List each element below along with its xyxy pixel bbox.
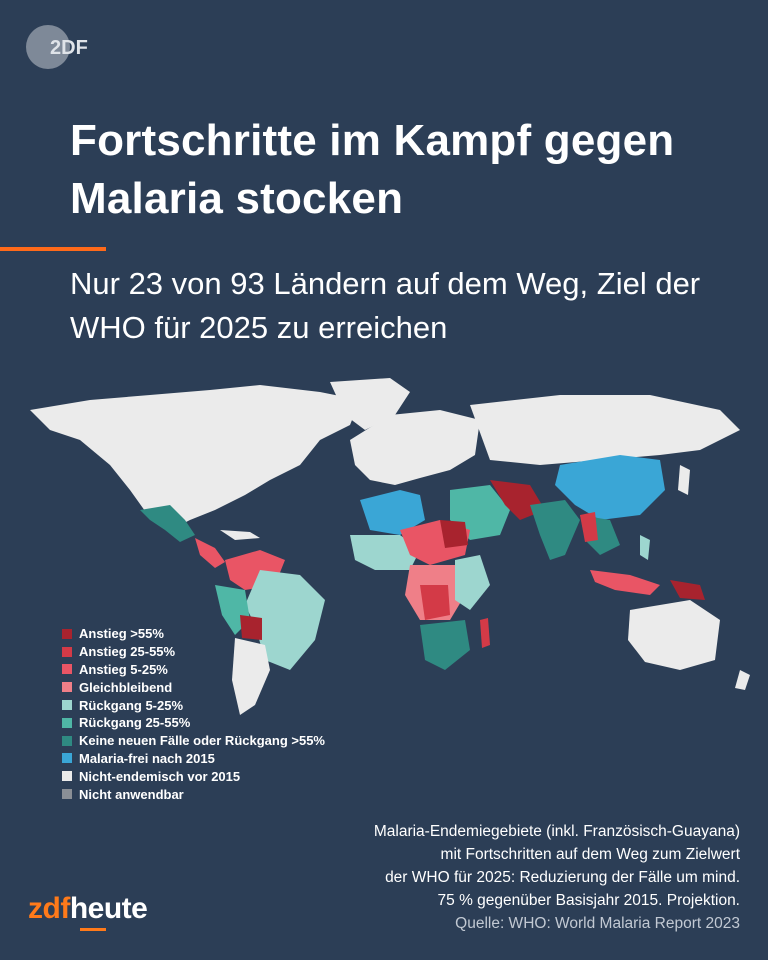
indonesia (590, 570, 660, 595)
legend-swatch (62, 717, 72, 728)
legend-label: Rückgang 25-55% (79, 715, 191, 731)
mexico (140, 505, 195, 542)
india (530, 500, 580, 560)
world-map (30, 378, 750, 715)
sa-bolivia (240, 615, 262, 640)
legend-swatch (62, 735, 72, 746)
legend-swatch (62, 753, 72, 764)
note-line: 75 % gegenüber Basisjahr 2015. Projektio… (437, 892, 740, 909)
note-line: mit Fortschritten auf dem Weg zum Zielwe… (440, 846, 740, 863)
africa-south (420, 620, 470, 670)
drc (420, 585, 450, 620)
iran-pakistan (490, 480, 545, 520)
myanmar (580, 512, 598, 542)
legend-swatch (62, 628, 72, 639)
legend-label: Gleichbleibend (79, 679, 173, 695)
papua (670, 580, 705, 600)
legend-item: Anstieg 5-25% (62, 661, 382, 679)
north-america (30, 385, 360, 530)
sudan (440, 520, 468, 548)
legend-label: Malaria-frei nach 2015 (79, 750, 215, 766)
legend-label: Anstieg 25-55% (79, 644, 176, 660)
legend-item: Nicht anwendbar (62, 785, 382, 803)
legend-swatch (62, 789, 72, 800)
source-text: Quelle: WHO: World Malaria Report 2023 (455, 915, 740, 932)
map-legend: Anstieg >55% Anstieg 25-55% Anstieg 5-25… (62, 625, 382, 803)
legend-swatch (62, 682, 72, 693)
legend-label: Nicht-endemisch vor 2015 (79, 768, 241, 784)
legend-item: Malaria-frei nach 2015 (62, 750, 382, 768)
australia (628, 600, 720, 670)
caribbean (220, 530, 260, 540)
page-title: Fortschritte im Kampf gegen Malaria stoc… (70, 116, 675, 223)
legend-label: Nicht anwendbar (79, 786, 184, 802)
legend-label: Anstieg >55% (79, 626, 164, 642)
madagascar (480, 618, 490, 648)
methodology-note: Malaria-Endemiegebiete (inkl. Französisc… (270, 820, 740, 935)
africa-north (360, 490, 425, 535)
legend-item: Anstieg >55% (62, 625, 382, 643)
africa-east (455, 555, 490, 610)
logo-heute: heute (70, 892, 148, 931)
russia (470, 395, 740, 465)
legend-item: Nicht-endemisch vor 2015 (62, 767, 382, 785)
zdf-badge-logo: 2DF (26, 25, 88, 69)
philippines (640, 535, 650, 560)
legend-item: Rückgang 5-25% (62, 696, 382, 714)
logo-zdf: zdf (28, 892, 70, 925)
sa-south (232, 638, 270, 715)
legend-label: Keine neuen Fälle oder Rückgang >55% (79, 733, 325, 749)
africa-west (350, 535, 420, 570)
legend-swatch (62, 771, 72, 782)
legend-swatch (62, 700, 72, 711)
legend-item: Anstieg 25-55% (62, 643, 382, 661)
note-line: Malaria-Endemiegebiete (inkl. Französisc… (373, 823, 740, 840)
note-line: der WHO für 2025: Reduzierung der Fälle … (385, 869, 740, 886)
legend-label: Rückgang 5-25% (79, 697, 184, 713)
accent-divider (0, 247, 106, 251)
badge-text: 2DF (50, 37, 88, 59)
central-america (195, 538, 225, 568)
legend-swatch (62, 664, 72, 675)
logo-underline (79, 928, 106, 931)
japan (678, 465, 690, 495)
new-zealand (735, 670, 750, 690)
legend-item: Gleichbleibend (62, 678, 382, 696)
legend-item: Rückgang 25-55% (62, 714, 382, 732)
page-subtitle: Nur 23 von 93 Ländern auf dem Weg, Ziel … (70, 266, 701, 345)
europe (350, 410, 480, 485)
legend-label: Anstieg 5-25% (79, 661, 168, 677)
legend-item: Keine neuen Fälle oder Rückgang >55% (62, 732, 382, 750)
china (555, 455, 665, 520)
zdfheute-logo: zdfheute (28, 892, 148, 931)
legend-swatch (62, 646, 72, 657)
